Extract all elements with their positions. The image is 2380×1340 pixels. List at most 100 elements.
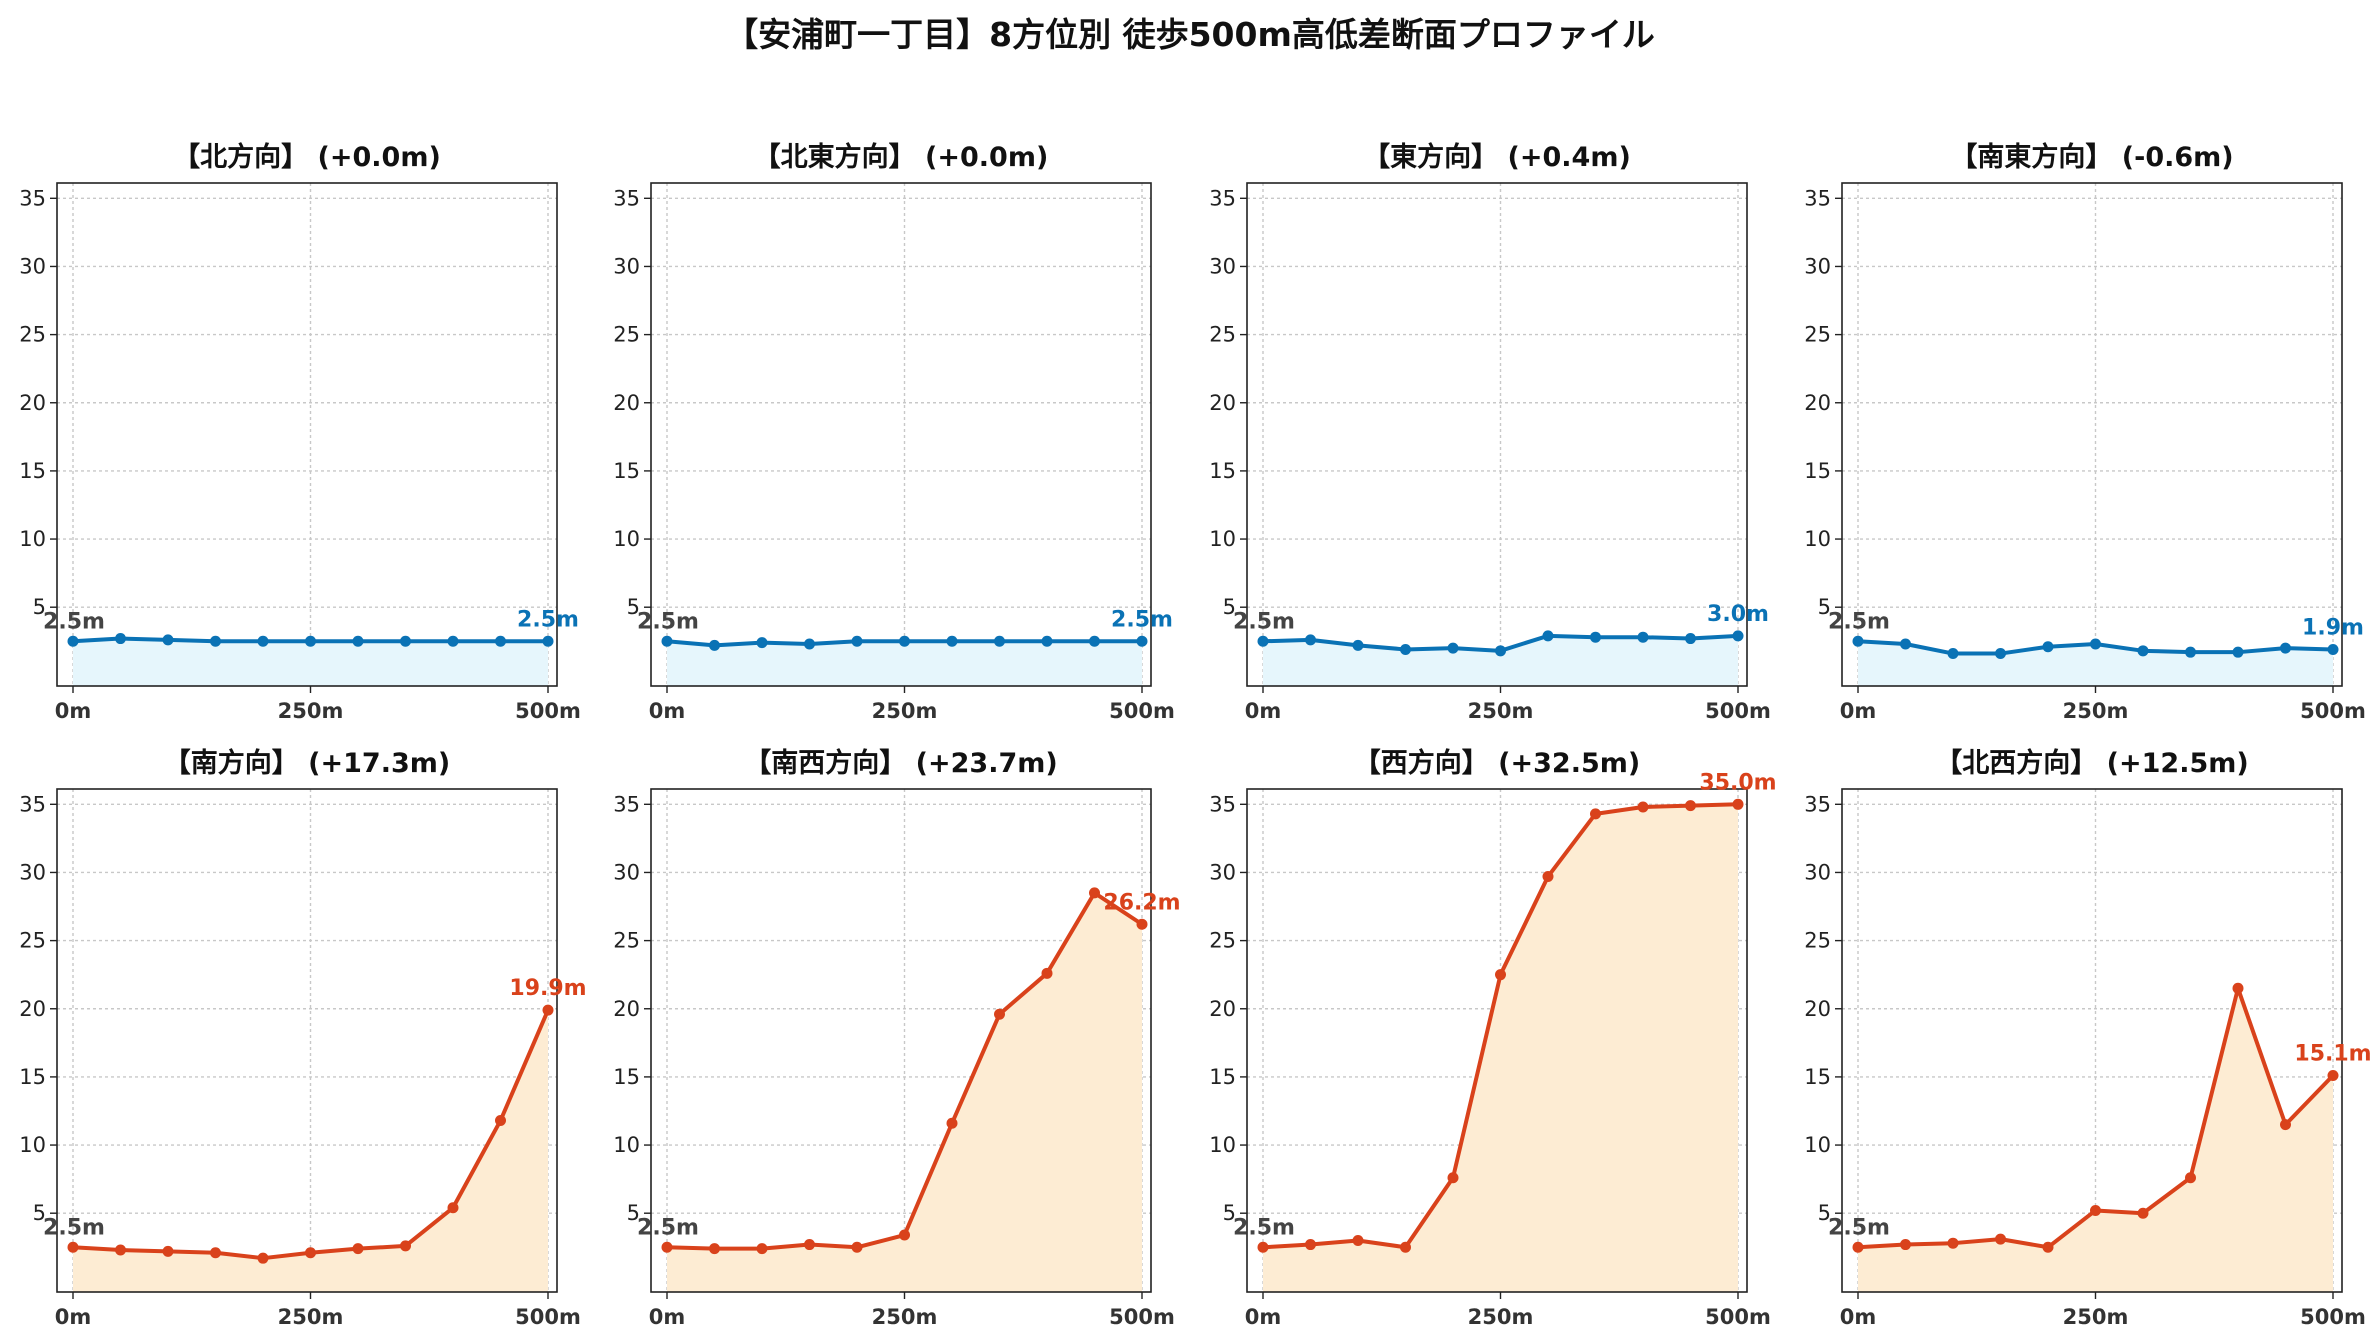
chart-panel-1: 5 10 15 20 25 30 35 0m 250m 500m 【北東方向】 (+0.0m) 2.5… <box>613 141 1175 723</box>
y-tick-label: 30 <box>19 860 46 884</box>
chart-panel-6: 5 10 15 20 25 30 35 0m 250m 500m 【西方向】 (+32.5m) 2.5… <box>1209 747 1776 1329</box>
figure-title: 【安浦町一丁目】8方位別 徒歩500m高低差断面プロファイル <box>725 15 1655 54</box>
x-tick-label: 500m <box>1109 699 1175 723</box>
data-point <box>1590 808 1601 820</box>
data-point <box>257 1252 269 1264</box>
plot-frame <box>650 182 1152 687</box>
y-tick-label: 30 <box>1804 860 1831 884</box>
y-tick-label: 15 <box>613 1065 640 1089</box>
y-tick-label: 25 <box>1804 929 1831 953</box>
x-tick-label: 500m <box>1705 1305 1771 1329</box>
y-tick-label: 5 <box>1223 595 1236 619</box>
end-value-label: 1.9m <box>2302 615 2364 640</box>
y-tick-label: 5 <box>33 1201 46 1225</box>
panel-title: 【東方向】 (+0.4m) <box>1363 141 1631 173</box>
y-tick-label: 15 <box>19 1065 46 1089</box>
data-point <box>67 1241 79 1253</box>
start-value-label: 2.5m <box>43 1215 105 1240</box>
data-point <box>756 1243 768 1255</box>
data-point <box>899 1229 910 1241</box>
data-point <box>851 635 863 647</box>
y-tick-label: 5 <box>627 1201 640 1225</box>
data-point <box>2137 1207 2149 1219</box>
y-tick-label: 10 <box>613 527 640 551</box>
data-point <box>2327 643 2339 655</box>
y-tick-label: 30 <box>1209 254 1236 278</box>
y-tick-label: 15 <box>613 459 640 483</box>
data-point <box>661 1241 673 1253</box>
data-point <box>400 635 411 647</box>
data-point <box>1542 871 1554 883</box>
y-tick-label: 10 <box>1209 1133 1236 1157</box>
y-tick-label: 30 <box>19 254 46 278</box>
panel-title: 【南西方向】 (+23.7m) <box>744 747 1057 779</box>
x-tick-label: 250m <box>872 699 938 723</box>
data-point <box>1900 638 1911 650</box>
data-point <box>1400 1241 1411 1253</box>
data-point <box>1089 635 1100 647</box>
data-point <box>1305 1239 1316 1251</box>
end-value-label: 19.9m <box>509 976 586 1001</box>
data-point <box>1637 631 1649 643</box>
data-point <box>1495 645 1506 657</box>
y-tick-label: 30 <box>1209 860 1236 884</box>
x-tick-label: 500m <box>2300 699 2366 723</box>
start-value-label: 2.5m <box>1233 609 1295 634</box>
data-point <box>1257 635 1269 647</box>
data-point <box>946 1117 958 1129</box>
data-point <box>1995 1233 2006 1245</box>
plot-frame <box>1841 182 2343 687</box>
y-tick-label: 15 <box>1209 1065 1236 1089</box>
start-value-label: 2.5m <box>1828 609 1890 634</box>
data-point <box>447 635 459 647</box>
end-value-label: 3.0m <box>1707 602 1769 627</box>
x-tick-label: 250m <box>1468 1305 1534 1329</box>
x-tick-label: 500m <box>1705 699 1771 723</box>
data-point <box>1947 648 1959 660</box>
plot-frame <box>650 788 1152 1293</box>
y-tick-label: 15 <box>1209 459 1236 483</box>
x-tick-label: 0m <box>649 1305 686 1329</box>
y-tick-label: 20 <box>613 391 640 415</box>
data-point <box>994 635 1005 647</box>
start-value-label: 2.5m <box>1828 1215 1890 1240</box>
y-tick-label: 10 <box>1804 527 1831 551</box>
y-tick-label: 10 <box>19 1133 46 1157</box>
area-fill <box>73 638 548 686</box>
data-point <box>1947 1237 1959 1249</box>
y-tick-label: 30 <box>613 254 640 278</box>
plot-frame <box>1246 182 1748 687</box>
panel-title: 【南方向】 (+17.3m) <box>164 747 450 779</box>
data-point <box>1852 635 1864 647</box>
data-point <box>495 1115 506 1127</box>
data-point <box>1732 798 1744 810</box>
panel-title: 【北方向】 (+0.0m) <box>173 141 441 173</box>
end-value-label: 15.1m <box>2294 1042 2371 1067</box>
data-point <box>210 1247 221 1259</box>
x-tick-label: 250m <box>2063 699 2129 723</box>
data-point <box>257 635 269 647</box>
y-tick-label: 35 <box>19 792 46 816</box>
x-tick-label: 250m <box>1468 699 1534 723</box>
data-point <box>709 1243 720 1255</box>
data-point <box>804 638 815 650</box>
data-point <box>305 1247 316 1259</box>
y-tick-label: 10 <box>19 527 46 551</box>
y-tick-label: 20 <box>1804 391 1831 415</box>
y-tick-label: 15 <box>19 459 46 483</box>
y-tick-label: 25 <box>613 929 640 953</box>
data-point <box>1852 1241 1864 1253</box>
chart-panel-2: 5 10 15 20 25 30 35 0m 250m 500m 【東方向】 (+0.4m) 2.5m… <box>1209 141 1771 723</box>
end-value-label: 35.0m <box>1699 770 1776 795</box>
y-tick-label: 10 <box>1209 527 1236 551</box>
chart-panel-0: 5 10 15 20 25 30 35 0m 250m 500m 【北方向】 (+0.0m) 2.5m… <box>19 141 581 723</box>
data-point <box>67 635 79 647</box>
data-point <box>1995 648 2006 660</box>
data-point <box>2090 1204 2101 1216</box>
y-tick-label: 5 <box>1223 1201 1236 1225</box>
y-tick-label: 5 <box>33 595 46 619</box>
x-tick-label: 500m <box>1109 1305 1175 1329</box>
data-point <box>1447 1172 1459 1184</box>
panel-title: 【西方向】 (+32.5m) <box>1354 747 1640 779</box>
